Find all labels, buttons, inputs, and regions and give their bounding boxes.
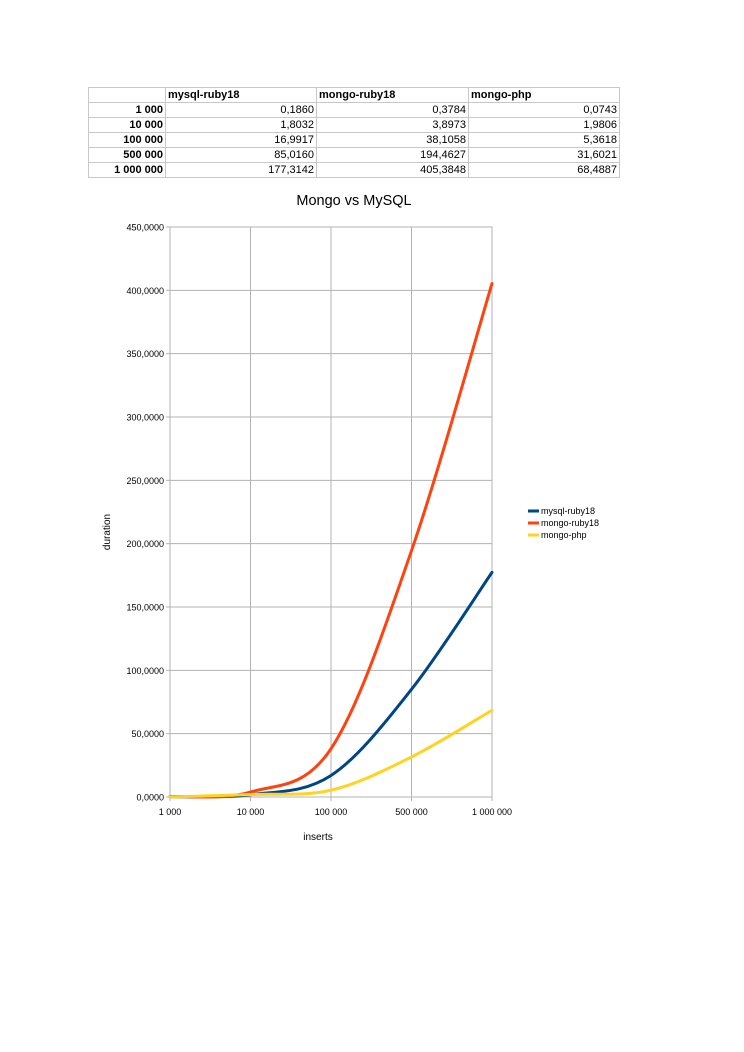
table-row-label: 100 000	[88, 132, 166, 148]
table-row: 1 000 0,1860 0,3784 0,0743	[88, 102, 620, 118]
y-tick-label: 100,0000	[126, 666, 164, 676]
table-cell: 68,4887	[468, 162, 620, 178]
y-tick-label: 400,0000	[126, 286, 164, 296]
x-tick-label: 500 000	[395, 807, 428, 817]
legend-label: mongo-ruby18	[541, 518, 599, 528]
chart-title: Mongo vs MySQL	[296, 193, 411, 209]
table-cell: 31,6021	[468, 147, 620, 163]
y-tick-label: 350,0000	[126, 349, 164, 359]
series-lines	[168, 282, 494, 799]
y-axis-label: duration	[102, 514, 113, 550]
y-tick-label: 450,0000	[126, 223, 164, 233]
x-axis-label: inserts	[303, 832, 332, 843]
y-tick-label: 0,0000	[136, 793, 164, 803]
x-tick-label: 10 000	[237, 807, 265, 817]
table-header-row: mysql-ruby18 mongo-ruby18 mongo-php	[88, 87, 620, 103]
data-table: mysql-ruby18 mongo-ruby18 mongo-php 1 00…	[88, 87, 620, 178]
table-cell: 0,0743	[468, 102, 620, 118]
y-tick-label: 200,0000	[126, 539, 164, 549]
legend-label: mongo-php	[541, 530, 587, 540]
y-tick-label: 50,0000	[131, 729, 164, 739]
table-row-label: 1 000 000	[88, 162, 166, 178]
table-row: 1 000 000 177,3142 405,3848 68,4887	[88, 162, 620, 178]
x-tick-label: 1 000 000	[472, 807, 512, 817]
y-tick-label: 300,0000	[126, 413, 164, 423]
table-cell: 0,1860	[165, 102, 317, 118]
chart-grid	[169, 226, 493, 798]
legend-label: mysql-ruby18	[541, 506, 595, 516]
table-cell: 405,3848	[316, 162, 469, 178]
x-tick-label: 100 000	[315, 807, 348, 817]
series-line-mongo-php	[168, 708, 494, 799]
x-tick-label: 1 000	[159, 807, 182, 817]
chart-legend: mysql-ruby18 mongo-ruby18 mongo-php	[528, 506, 599, 540]
table-row: 500 000 85,0160 194,4627 31,6021	[88, 147, 620, 163]
table-row: 100 000 16,9917 38,1058 5,3618	[88, 132, 620, 148]
y-tick-label: 250,0000	[126, 476, 164, 486]
y-axis-ticks: 0,0000 50,0000 100,0000 150,0000 200,0000 250…	[126, 223, 170, 803]
y-tick-label: 150,0000	[126, 603, 164, 613]
x-axis-ticks: 1 000 10 000 100 000 500 000 1 000 000	[159, 797, 512, 817]
table-cell: 177,3142	[165, 162, 317, 178]
